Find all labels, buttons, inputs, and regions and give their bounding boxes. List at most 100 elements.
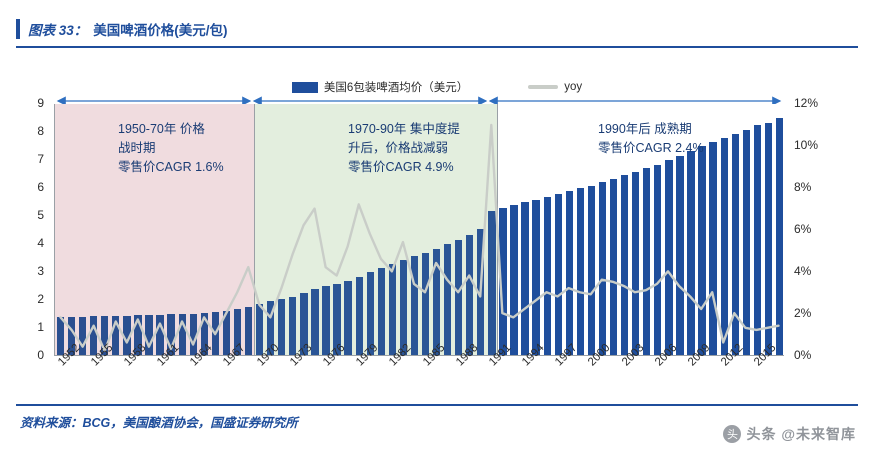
bar bbox=[554, 194, 562, 355]
header-divider bbox=[16, 46, 858, 48]
bar bbox=[233, 308, 242, 355]
bar bbox=[709, 142, 717, 355]
bar bbox=[499, 208, 507, 355]
y-tick-right: 10% bbox=[794, 138, 819, 152]
annotation-period-1: 1950-70年 价格 战时期零售价CAGR 1.6% bbox=[118, 120, 224, 177]
y-tick-left: 1 bbox=[37, 320, 44, 334]
figure-label: 图表 33： bbox=[28, 23, 88, 38]
annotation-line: 1970-90年 集中度提 bbox=[348, 122, 460, 136]
bar bbox=[764, 122, 773, 355]
annotation-line: 零售价CAGR 4.9% bbox=[348, 160, 454, 174]
y-tick-left: 5 bbox=[37, 208, 44, 222]
period-separator-1970 bbox=[254, 104, 256, 355]
watermark-badge: 头 bbox=[723, 425, 742, 443]
bar bbox=[410, 256, 419, 355]
bar bbox=[255, 304, 264, 355]
y-tick-right: 12% bbox=[794, 96, 819, 110]
legend-swatch-line bbox=[528, 85, 559, 89]
bar bbox=[532, 199, 540, 355]
annotation-line: 零售价CAGR 2.4% bbox=[598, 141, 704, 155]
bar bbox=[432, 248, 441, 355]
bar bbox=[56, 317, 65, 355]
y-tick-left: 2 bbox=[37, 292, 44, 306]
bar bbox=[421, 252, 430, 355]
bar bbox=[289, 296, 297, 355]
bar bbox=[444, 244, 452, 355]
bar bbox=[742, 129, 750, 355]
annotation-line: 战时期 bbox=[118, 141, 156, 155]
bar bbox=[565, 191, 573, 355]
yoy-line-series bbox=[59, 123, 780, 353]
period-arrows bbox=[54, 94, 784, 108]
bar bbox=[488, 210, 496, 355]
y-tick-left: 0 bbox=[37, 348, 44, 362]
bar bbox=[620, 175, 629, 355]
bar bbox=[643, 167, 651, 355]
bar bbox=[543, 196, 551, 355]
y-tick-right: 2% bbox=[794, 306, 812, 320]
chart-legend: 美国6包装啤酒均价（美元） yoy bbox=[0, 78, 874, 96]
bar bbox=[576, 188, 585, 355]
bar bbox=[399, 259, 408, 355]
bar bbox=[775, 118, 784, 355]
bar bbox=[665, 160, 673, 355]
legend-label-line: yoy bbox=[564, 81, 583, 93]
annotation-line: 零售价CAGR 1.6% bbox=[118, 160, 224, 174]
page-title: 美国啤酒价格(美元/包) bbox=[93, 23, 228, 38]
annotation-line: 1950-70年 价格 bbox=[118, 122, 205, 136]
annotation-line: 1990年后 成熟期 bbox=[598, 122, 692, 136]
bar bbox=[698, 146, 706, 355]
bar bbox=[598, 181, 607, 355]
period-arrows-svg bbox=[56, 96, 782, 106]
bar bbox=[67, 316, 76, 355]
plot-wrapper: 0 1 2 3 4 5 6 7 8 9 0% 2% 4% 6% 8% 10% 12% 1950-70年 价格战… bbox=[0, 96, 874, 362]
bar bbox=[123, 315, 131, 355]
y-tick-left: 7 bbox=[37, 152, 44, 166]
y-tick-right: 0% bbox=[794, 348, 812, 362]
bar bbox=[366, 272, 374, 355]
bar bbox=[455, 240, 463, 355]
bar bbox=[466, 234, 474, 355]
bar bbox=[632, 171, 640, 355]
legend-item-bar: 美国6包装啤酒均价（美元） bbox=[291, 79, 469, 95]
plot-area bbox=[54, 104, 784, 356]
source-note: 资料来源：BCG，美国酿酒协会，国盛证券研究所 bbox=[20, 416, 298, 430]
y-tick-left: 3 bbox=[37, 264, 44, 278]
bar bbox=[355, 276, 363, 355]
period-band-1 bbox=[55, 104, 255, 355]
bar bbox=[200, 313, 208, 355]
bar bbox=[244, 306, 253, 355]
header-accent-bar bbox=[16, 19, 20, 39]
bar bbox=[90, 316, 98, 355]
y-tick-left: 6 bbox=[37, 180, 44, 194]
bar bbox=[222, 310, 231, 355]
bar bbox=[377, 268, 385, 355]
bar bbox=[587, 185, 596, 355]
bar bbox=[344, 280, 352, 355]
y-tick-right: 4% bbox=[794, 264, 812, 278]
bar bbox=[720, 138, 728, 355]
legend-swatch-bar bbox=[291, 81, 318, 93]
y-tick-left: 8 bbox=[37, 124, 44, 138]
bar bbox=[753, 125, 761, 355]
bar bbox=[79, 316, 87, 355]
bar bbox=[687, 150, 695, 355]
bar bbox=[101, 316, 109, 355]
bar bbox=[731, 133, 739, 355]
bar bbox=[333, 283, 341, 355]
legend-label-bar: 美国6包装啤酒均价（美元） bbox=[323, 82, 469, 94]
y-tick-right: 6% bbox=[794, 222, 812, 236]
bar bbox=[300, 293, 308, 355]
bar bbox=[510, 205, 518, 355]
x-axis-labels: 1952 1955 1958 1961 1964 1967 1970 1973 1976 1979… bbox=[54, 342, 784, 418]
bar bbox=[156, 314, 164, 355]
annotation-period-3: 1990年后 成熟期 零售价CAGR 2.4% bbox=[598, 120, 704, 158]
footer-divider bbox=[16, 404, 858, 406]
figure-header: 图表 33： 美国啤酒价格(美元/包) bbox=[16, 14, 858, 44]
bar bbox=[267, 301, 275, 355]
bar bbox=[388, 264, 396, 355]
bar bbox=[189, 313, 197, 355]
annotation-period-2: 1970-90年 集中度提 升后，价格战减弱 零售价CAGR 4.9% bbox=[348, 120, 460, 177]
annotation-line: 升后，价格战减弱 bbox=[348, 141, 449, 155]
bar bbox=[654, 164, 662, 355]
